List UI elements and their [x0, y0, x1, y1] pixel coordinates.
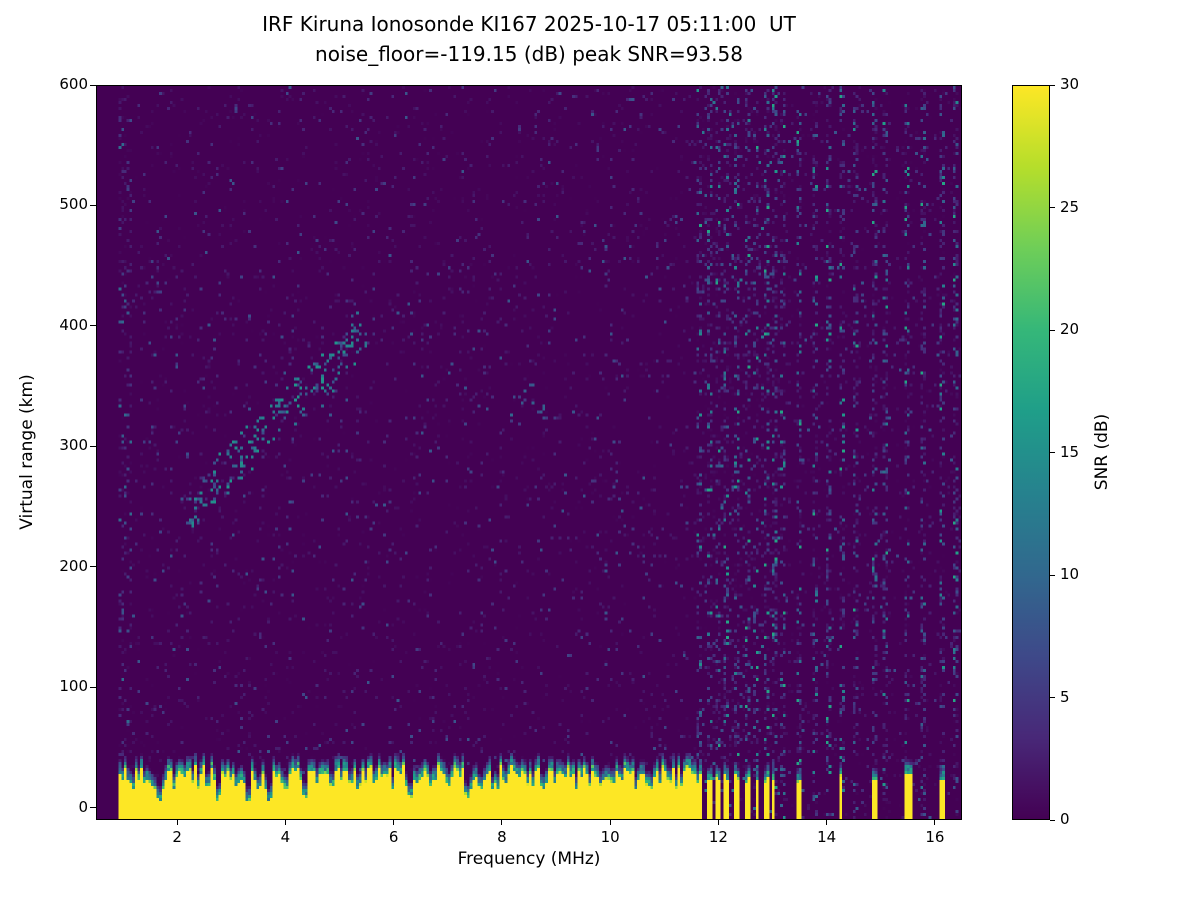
colorbar-gradient [1012, 85, 1050, 820]
x-tick-mark [609, 820, 611, 825]
x-tick-label: 8 [497, 828, 507, 846]
colorbar-tick-label: 10 [1060, 565, 1080, 583]
x-tick-mark [284, 820, 286, 825]
colorbar-tick-mark [1050, 452, 1055, 453]
x-tick-mark [393, 820, 395, 825]
colorbar-tick-label: 0 [1060, 810, 1070, 828]
y-tick-mark [90, 566, 96, 568]
colorbar-tick-mark [1050, 329, 1055, 331]
x-tick-label: 2 [172, 828, 182, 846]
x-tick-mark [717, 820, 719, 825]
y-tick-label: 100 [59, 677, 88, 696]
y-tick-mark [90, 325, 96, 327]
y-tick-mark [90, 204, 96, 206]
chart-title-line2: noise_floor=-119.15 (dB) peak SNR=93.58 [315, 42, 743, 66]
x-tick-label: 12 [708, 828, 728, 846]
x-tick-mark [176, 820, 178, 825]
y-tick-mark [90, 84, 96, 86]
x-tick-label: 10 [600, 828, 620, 846]
y-tick-label: 400 [59, 315, 88, 334]
x-tick-mark [934, 820, 936, 825]
heatmap-plot-area [96, 85, 962, 820]
y-tick-label: 300 [59, 436, 88, 455]
colorbar-tick-label: 5 [1060, 687, 1070, 706]
colorbar-tick-label: 20 [1060, 320, 1080, 338]
y-tick-label: 0 [78, 797, 88, 816]
x-tick-label: 4 [280, 828, 291, 846]
colorbar-tick-mark [1050, 819, 1055, 821]
y-tick-mark [90, 686, 96, 688]
y-axis-label: Virtual range (km) [17, 374, 37, 530]
colorbar-tick-mark [1050, 697, 1055, 698]
colorbar-label: SNR (dB) [1092, 413, 1112, 491]
colorbar-tick-mark [1050, 574, 1055, 576]
x-tick-label: 6 [388, 828, 399, 846]
y-tick-label: 600 [59, 75, 88, 93]
x-axis-label: Frequency (MHz) [457, 849, 601, 869]
colorbar-tick-mark [1050, 84, 1055, 86]
ionogram-canvas [97, 86, 961, 819]
x-tick-mark [826, 820, 828, 825]
colorbar-tick-label: 25 [1060, 197, 1080, 216]
chart-title-line1: IRF Kiruna Ionosonde KI167 2025-10-17 05… [262, 12, 796, 36]
colorbar-tick-mark [1050, 207, 1055, 208]
colorbar-tick-label: 30 [1060, 75, 1080, 93]
colorbar-tick-label: 15 [1060, 442, 1080, 461]
y-tick-label: 200 [59, 556, 88, 575]
x-tick-label: 16 [925, 828, 945, 846]
y-tick-mark [90, 807, 96, 809]
y-tick-label: 500 [59, 195, 88, 214]
x-tick-mark [501, 820, 503, 825]
x-tick-label: 14 [817, 828, 837, 846]
y-tick-mark [90, 445, 96, 447]
